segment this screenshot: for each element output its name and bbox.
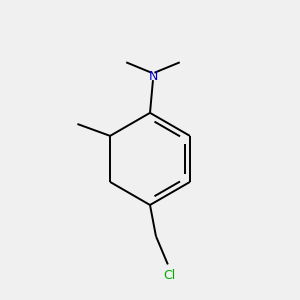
Text: N: N <box>148 70 158 83</box>
Text: Cl: Cl <box>163 269 176 282</box>
